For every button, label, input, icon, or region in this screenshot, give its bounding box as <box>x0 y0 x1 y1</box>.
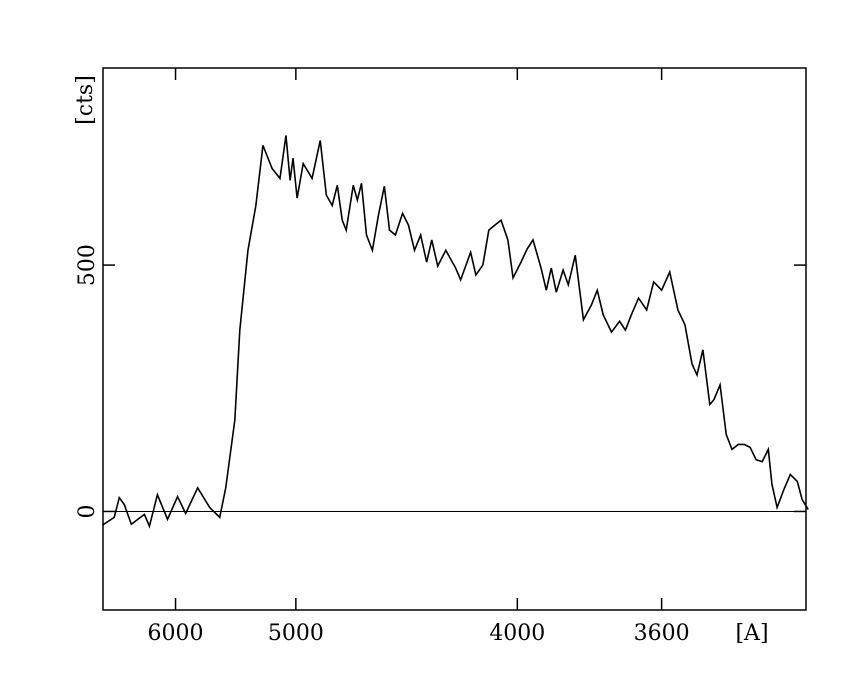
x-tick-label: 4000 <box>489 621 545 646</box>
x-tick-label: 3600 <box>634 621 690 646</box>
x-tick-label: 5000 <box>268 621 324 646</box>
spectrum-line <box>101 135 809 529</box>
x-tick-label: 6000 <box>148 621 204 646</box>
y-tick-label: 0 <box>75 504 100 518</box>
plot-frame <box>102 67 807 611</box>
y-axis-label: [cts] <box>73 75 98 125</box>
y-tick-label: 500 <box>75 244 100 286</box>
x-axis-label: [A] <box>735 621 768 646</box>
